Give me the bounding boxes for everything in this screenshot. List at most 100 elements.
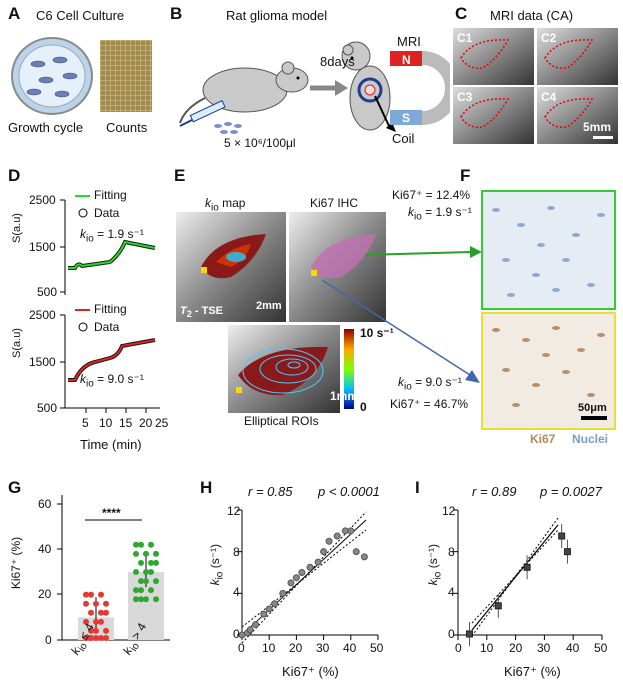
data-point (133, 596, 139, 603)
tile-c1: C1 (457, 31, 473, 45)
data-point (148, 569, 154, 575)
data-point (153, 596, 159, 603)
h-xlabel: Ki67⁺ (%) (282, 664, 339, 679)
elliptical-rois-label: Elliptical ROIs (244, 414, 319, 428)
g-ytick: 60 (38, 497, 52, 511)
e-scale2: 1mm (330, 389, 359, 403)
tile-c3: C3 (457, 90, 473, 104)
e-ihc-title: Ki67 IHC (310, 196, 359, 210)
d-top-ytick: 2500 (29, 193, 56, 207)
d-xtick: 15 (119, 416, 133, 430)
d-top-legend-fit: Fitting (94, 188, 127, 202)
e-map-title: kio map (205, 196, 246, 214)
data-point (133, 541, 139, 548)
data-point (98, 609, 104, 616)
data-point (148, 559, 154, 566)
scatter-point (320, 548, 328, 556)
f-bot-ki67: Ki67⁺ = 46.7% (390, 397, 469, 411)
legend-ki67: Ki67 (530, 432, 556, 446)
scatter-point (360, 553, 368, 561)
elliptical-roi-image (228, 325, 354, 413)
d-top-legend-data: Data (94, 206, 120, 220)
panel-letter-e: E (174, 166, 186, 185)
f-top-ki67: Ki67⁺ = 12.4% (392, 188, 471, 202)
h-r: r = 0.85 (248, 484, 293, 499)
h-ytick: 0 (233, 627, 240, 641)
e-to-f-arrows (321, 246, 482, 383)
g-significance: **** (102, 506, 121, 520)
panel-a-title: C6 Cell Culture (36, 8, 125, 23)
scatter-point (292, 574, 300, 582)
h-xtick: 30 (316, 641, 330, 655)
g-bar-chart (57, 495, 170, 641)
data-point (88, 591, 94, 598)
h-xtick: 40 (343, 641, 357, 655)
i-xtick: 30 (537, 641, 551, 655)
ihc-images (481, 190, 616, 430)
i-ytick: 12 (442, 504, 456, 518)
h-xtick: 10 (262, 641, 276, 655)
scatter-point (494, 602, 502, 610)
data-point (98, 591, 104, 598)
d-top-ytick: 500 (37, 285, 58, 299)
d-xlabel: Time (min) (80, 437, 142, 452)
d-bot-ytick: 1500 (29, 355, 56, 369)
h-xtick: 50 (370, 641, 384, 655)
data-point (138, 559, 144, 566)
d-bot-legend-fit: Fitting (94, 302, 127, 316)
counts-label: Counts (106, 120, 148, 135)
i-p: p = 0.0027 (540, 484, 602, 499)
panel-letter-h: H (200, 478, 213, 497)
d-bot-ylabel: S(a.u) (10, 328, 23, 358)
petri-dish-illustration (11, 37, 93, 115)
scatter-point (298, 569, 306, 576)
i-xtick: 0 (455, 641, 462, 655)
scatter-point (265, 605, 273, 613)
panel-letter-a: A (8, 4, 21, 23)
data-point (83, 591, 89, 598)
data-point (143, 550, 149, 557)
data-point (143, 596, 149, 603)
scatter-point (279, 589, 287, 597)
i-ylabel: kio (s⁻¹) (426, 543, 444, 586)
d-bot-ytick: 2500 (29, 308, 56, 322)
i-ytick: 8 (448, 545, 455, 559)
coil-label: Coil (392, 131, 415, 146)
h-xtick: 20 (289, 641, 303, 655)
data-point (83, 600, 89, 607)
data-point (88, 627, 94, 634)
data-point (103, 600, 109, 607)
data-point (153, 578, 159, 585)
scatter-point (314, 558, 322, 566)
data-point (93, 627, 99, 634)
panel-b-title: Rat glioma model (226, 8, 328, 23)
h-ytick: 4 (233, 585, 240, 599)
f-bot-kio: kio = 9.0 s⁻¹ (398, 375, 462, 393)
d-xtick: 5 (82, 416, 89, 430)
data-point (83, 618, 89, 625)
i-ytick: 4 (448, 585, 455, 599)
h-ylabel: kio (s⁻¹) (208, 543, 226, 586)
tile-c2: C2 (541, 31, 557, 45)
d-bot-legend-data: Data (94, 320, 120, 334)
rat-model-illustration (179, 41, 450, 134)
data-point (143, 578, 149, 585)
mri-scale-label: 5mm (583, 120, 612, 134)
data-point (83, 635, 89, 641)
data-point (103, 635, 109, 641)
g-ylabel: Ki67⁺ (%) (9, 536, 24, 590)
scatter-point (246, 626, 254, 634)
d-top-ytick: 1500 (29, 240, 56, 254)
h-p: p < 0.0001 (318, 484, 380, 499)
g-ytick: 40 (38, 542, 52, 556)
tile-c4: C4 (541, 90, 557, 104)
dose-label: 5 × 10⁶/100μl (224, 136, 296, 150)
g-ytick: 0 (45, 633, 52, 647)
data-point (103, 627, 109, 634)
h-scatter-plot (237, 509, 379, 644)
d-xtick: 10 (99, 416, 113, 430)
g-ytick: 20 (38, 587, 52, 601)
data-point (103, 609, 109, 616)
t2-tse-label: T2 - TSE (180, 305, 223, 320)
scatter-point (347, 527, 355, 535)
